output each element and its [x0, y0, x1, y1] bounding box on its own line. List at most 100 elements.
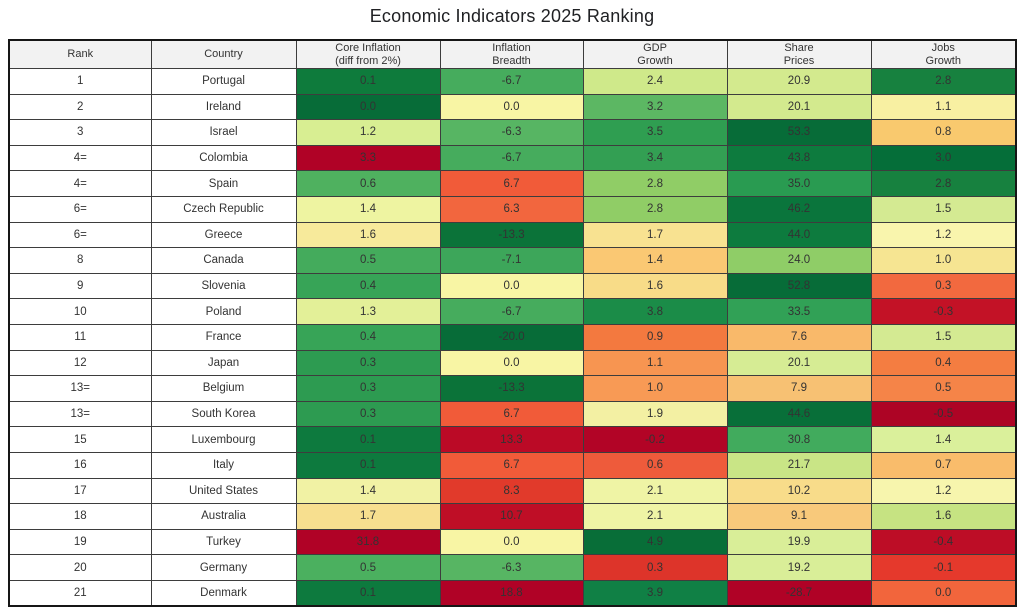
jobs-growth-cell: 1.4 — [870, 426, 1017, 453]
rank-cell: 21 — [8, 579, 152, 607]
table-row: 13= Belgium 0.3 -13.3 1.0 7.9 0.5 — [8, 375, 1017, 402]
core-inflation-cell: 1.7 — [295, 503, 441, 530]
country-cell: Japan — [150, 349, 297, 377]
inflation-breadth-cell: 13.3 — [439, 426, 584, 453]
rank-cell: 2 — [8, 93, 152, 121]
header-share-prices: Share Prices — [726, 39, 872, 69]
table-row: 15 Luxembourg 0.1 13.3 -0.2 30.8 1.4 — [8, 426, 1017, 453]
gdp-growth-cell: 4.9 — [582, 528, 728, 556]
jobs-growth-cell: 1.2 — [870, 477, 1017, 505]
inflation-breadth-cell: -6.3 — [439, 554, 584, 581]
header-gdp-growth: GDP Growth — [582, 39, 728, 69]
rank-cell: 8 — [8, 247, 152, 274]
share-prices-cell: 53.3 — [726, 119, 872, 146]
rank-cell: 9 — [8, 272, 152, 300]
gdp-growth-cell: 0.9 — [582, 323, 728, 351]
gdp-growth-cell: 3.8 — [582, 298, 728, 325]
rank-cell: 4= — [8, 144, 152, 172]
inflation-breadth-cell: -7.1 — [439, 247, 584, 274]
rank-cell: 10 — [8, 298, 152, 325]
jobs-growth-cell: 1.6 — [870, 503, 1017, 530]
jobs-growth-cell: 0.3 — [870, 272, 1017, 300]
inflation-breadth-cell: -13.3 — [439, 221, 584, 249]
share-prices-cell: 24.0 — [726, 247, 872, 274]
inflation-breadth-cell: 6.7 — [439, 170, 584, 197]
country-cell: Canada — [150, 247, 297, 274]
inflation-breadth-cell: 8.3 — [439, 477, 584, 505]
country-cell: Israel — [150, 119, 297, 146]
jobs-growth-cell: 0.4 — [870, 349, 1017, 377]
share-prices-cell: 19.9 — [726, 528, 872, 556]
gdp-growth-cell: 3.9 — [582, 579, 728, 607]
share-prices-cell: 52.8 — [726, 272, 872, 300]
core-inflation-cell: 3.3 — [295, 144, 441, 172]
core-inflation-cell: 0.4 — [295, 272, 441, 300]
country-cell: Italy — [150, 451, 297, 479]
country-cell: Belgium — [150, 375, 297, 402]
table-body: 1 Portugal 0.1 -6.7 2.4 20.9 2.8 2 Ireland 0.0 0.0… — [8, 68, 1017, 607]
jobs-growth-cell: 1.1 — [870, 93, 1017, 121]
inflation-breadth-cell: -20.0 — [439, 323, 584, 351]
core-inflation-cell: 0.3 — [295, 349, 441, 377]
country-cell: Germany — [150, 554, 297, 581]
gdp-growth-cell: 0.6 — [582, 451, 728, 479]
header-rank: Rank — [8, 39, 152, 69]
gdp-growth-cell: 1.6 — [582, 272, 728, 300]
country-cell: Denmark — [150, 579, 297, 607]
core-inflation-cell: 0.1 — [295, 426, 441, 453]
table-row: 4= Colombia 3.3 -6.7 3.4 43.8 3.0 — [8, 144, 1017, 172]
jobs-growth-cell: -0.1 — [870, 554, 1017, 581]
gdp-growth-cell: 0.3 — [582, 554, 728, 581]
gdp-growth-cell: 1.0 — [582, 375, 728, 402]
gdp-growth-cell: 2.1 — [582, 477, 728, 505]
gdp-growth-cell: 1.1 — [582, 349, 728, 377]
core-inflation-cell: 31.8 — [295, 528, 441, 556]
table-row: 8 Canada 0.5 -7.1 1.4 24.0 1.0 — [8, 247, 1017, 274]
core-inflation-cell: 0.5 — [295, 554, 441, 581]
table-row: 20 Germany 0.5 -6.3 0.3 19.2 -0.1 — [8, 554, 1017, 581]
page-title: Economic Indicators 2025 Ranking — [369, 6, 655, 26]
table-row: 16 Italy 0.1 6.7 0.6 21.7 0.7 — [8, 451, 1017, 479]
share-prices-cell: 10.2 — [726, 477, 872, 505]
rank-cell: 6= — [8, 195, 152, 223]
jobs-growth-cell: 1.5 — [870, 323, 1017, 351]
inflation-breadth-cell: -6.7 — [439, 68, 584, 95]
country-cell: Australia — [150, 503, 297, 530]
country-cell: Slovenia — [150, 272, 297, 300]
inflation-breadth-cell: 6.3 — [439, 195, 584, 223]
jobs-growth-cell: 3.0 — [870, 144, 1017, 172]
table-row: 3 Israel 1.2 -6.3 3.5 53.3 0.8 — [8, 119, 1017, 146]
share-prices-cell: -28.7 — [726, 579, 872, 607]
rank-cell: 20 — [8, 554, 152, 581]
header-country: Country — [150, 39, 297, 69]
country-cell: Greece — [150, 221, 297, 249]
inflation-breadth-cell: 18.8 — [439, 579, 584, 607]
header-row: Rank Country Core Inflation (diff from 2… — [8, 39, 1017, 69]
inflation-breadth-cell: -6.3 — [439, 119, 584, 146]
share-prices-cell: 21.7 — [726, 451, 872, 479]
core-inflation-cell: 0.5 — [295, 247, 441, 274]
table-header: Rank Country Core Inflation (diff from 2… — [8, 39, 1017, 69]
gdp-growth-cell: 2.8 — [582, 170, 728, 197]
inflation-breadth-cell: 6.7 — [439, 400, 584, 428]
rank-cell: 18 — [8, 503, 152, 530]
table-row: 6= Czech Republic 1.4 6.3 2.8 46.2 1.5 — [8, 195, 1017, 223]
table-row: 9 Slovenia 0.4 0.0 1.6 52.8 0.3 — [8, 272, 1017, 300]
gdp-growth-cell: -0.2 — [582, 426, 728, 453]
inflation-breadth-cell: 0.0 — [439, 349, 584, 377]
rank-cell: 1 — [8, 68, 152, 95]
header-inflation-breadth: Inflation Breadth — [439, 39, 584, 69]
jobs-growth-cell: 2.8 — [870, 68, 1017, 95]
table-row: 17 United States 1.4 8.3 2.1 10.2 1.2 — [8, 477, 1017, 505]
gdp-growth-cell: 1.9 — [582, 400, 728, 428]
table-row: 12 Japan 0.3 0.0 1.1 20.1 0.4 — [8, 349, 1017, 377]
table-row: 13= South Korea 0.3 6.7 1.9 44.6 -0.5 — [8, 400, 1017, 428]
country-cell: South Korea — [150, 400, 297, 428]
header-jobs-growth: Jobs Growth — [870, 39, 1017, 69]
core-inflation-cell: 1.3 — [295, 298, 441, 325]
core-inflation-cell: 0.3 — [295, 400, 441, 428]
table-row: 1 Portugal 0.1 -6.7 2.4 20.9 2.8 — [8, 68, 1017, 95]
inflation-breadth-cell: 6.7 — [439, 451, 584, 479]
rank-cell: 6= — [8, 221, 152, 249]
country-cell: Ireland — [150, 93, 297, 121]
